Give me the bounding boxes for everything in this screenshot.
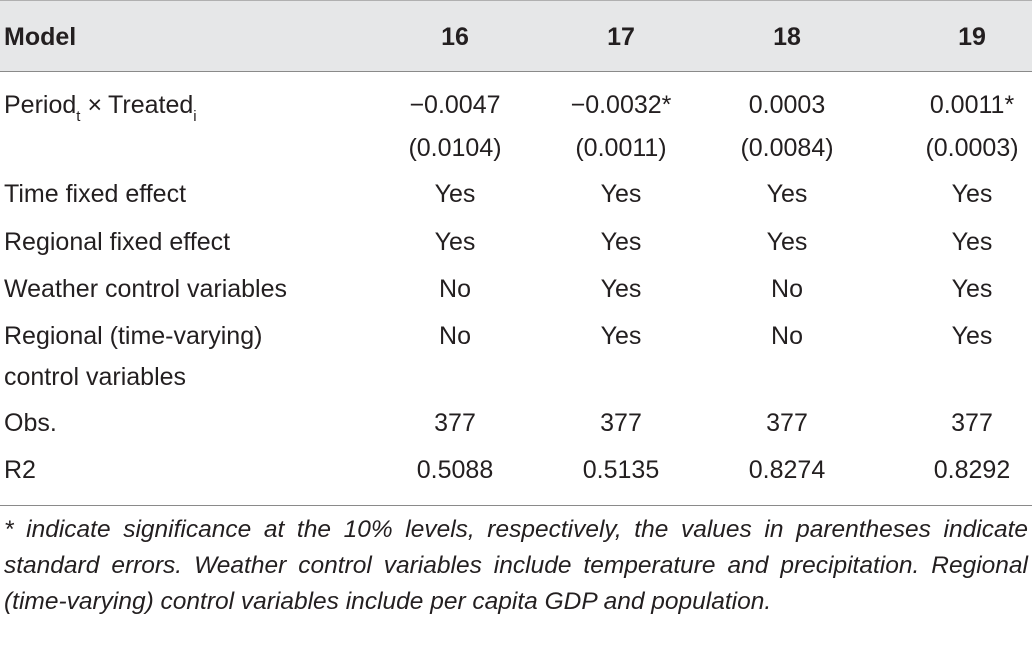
label-treated: Treated	[108, 91, 194, 119]
obs-19: 377	[951, 409, 993, 437]
label-sub-i: i	[193, 108, 197, 125]
header-col-16: 16	[441, 23, 469, 51]
header-rule	[0, 71, 1032, 72]
obs-17: 377	[600, 409, 642, 437]
regional-controls-19: Yes	[951, 322, 993, 350]
regional-fe-16: Yes	[434, 228, 476, 256]
r2-16: 0.5088	[416, 456, 494, 484]
row-label-obs: Obs.	[4, 409, 57, 437]
row-label-time-fe: Time fixed effect	[4, 180, 187, 208]
regional-fe-19: Yes	[951, 228, 993, 256]
se-16: (0.0104)	[408, 134, 502, 162]
row-label-regional-controls-line1: Regional (time-varying)	[4, 322, 263, 350]
r2-18: 0.8274	[748, 456, 826, 484]
row-label-r2: R2	[4, 456, 36, 484]
row-label-interaction: Periodt × Treatedi	[4, 90, 197, 125]
weather-17: Yes	[600, 275, 642, 303]
obs-16: 377	[434, 409, 476, 437]
bottom-rule	[0, 505, 1032, 506]
coef-19: 0.0011*	[929, 91, 1015, 119]
se-18: (0.0084)	[740, 134, 834, 162]
header-col-18: 18	[773, 23, 801, 51]
row-label-weather: Weather control variables	[4, 275, 288, 303]
r2-17: 0.5135	[582, 456, 660, 484]
time-fe-17: Yes	[600, 180, 642, 208]
regional-controls-16: No	[439, 322, 471, 350]
top-rule	[0, 0, 1032, 1]
regional-fe-18: Yes	[766, 228, 808, 256]
table-header: Model 16 17 18 19	[0, 0, 1032, 72]
label-period: Period	[4, 91, 77, 119]
weather-19: Yes	[951, 275, 993, 303]
header-col-17: 17	[607, 23, 635, 51]
row-label-regional-controls-line2: control variables	[4, 363, 187, 391]
header-col-19: 19	[958, 23, 986, 51]
regional-controls-18: No	[771, 322, 803, 350]
time-fe-18: Yes	[766, 180, 808, 208]
regional-controls-17: Yes	[600, 322, 642, 350]
header-model-label: Model	[4, 23, 77, 51]
row-label-regional-fe: Regional fixed effect	[4, 228, 231, 256]
label-times: ×	[87, 91, 103, 119]
se-17: (0.0011)	[575, 134, 667, 162]
coef-17: −0.0032*	[570, 91, 672, 119]
coef-18: 0.0003	[748, 91, 826, 119]
coef-16: −0.0047	[409, 91, 501, 119]
weather-16: No	[439, 275, 471, 303]
table-footnote: * indicate significance at the 10% level…	[4, 516, 1028, 615]
weather-18: No	[771, 275, 803, 303]
r2-19: 0.8292	[933, 456, 1011, 484]
label-sub-t: t	[76, 108, 81, 125]
obs-18: 377	[766, 409, 808, 437]
time-fe-19: Yes	[951, 180, 993, 208]
regional-fe-17: Yes	[600, 228, 642, 256]
se-19: (0.0003)	[925, 134, 1019, 162]
time-fe-16: Yes	[434, 180, 476, 208]
